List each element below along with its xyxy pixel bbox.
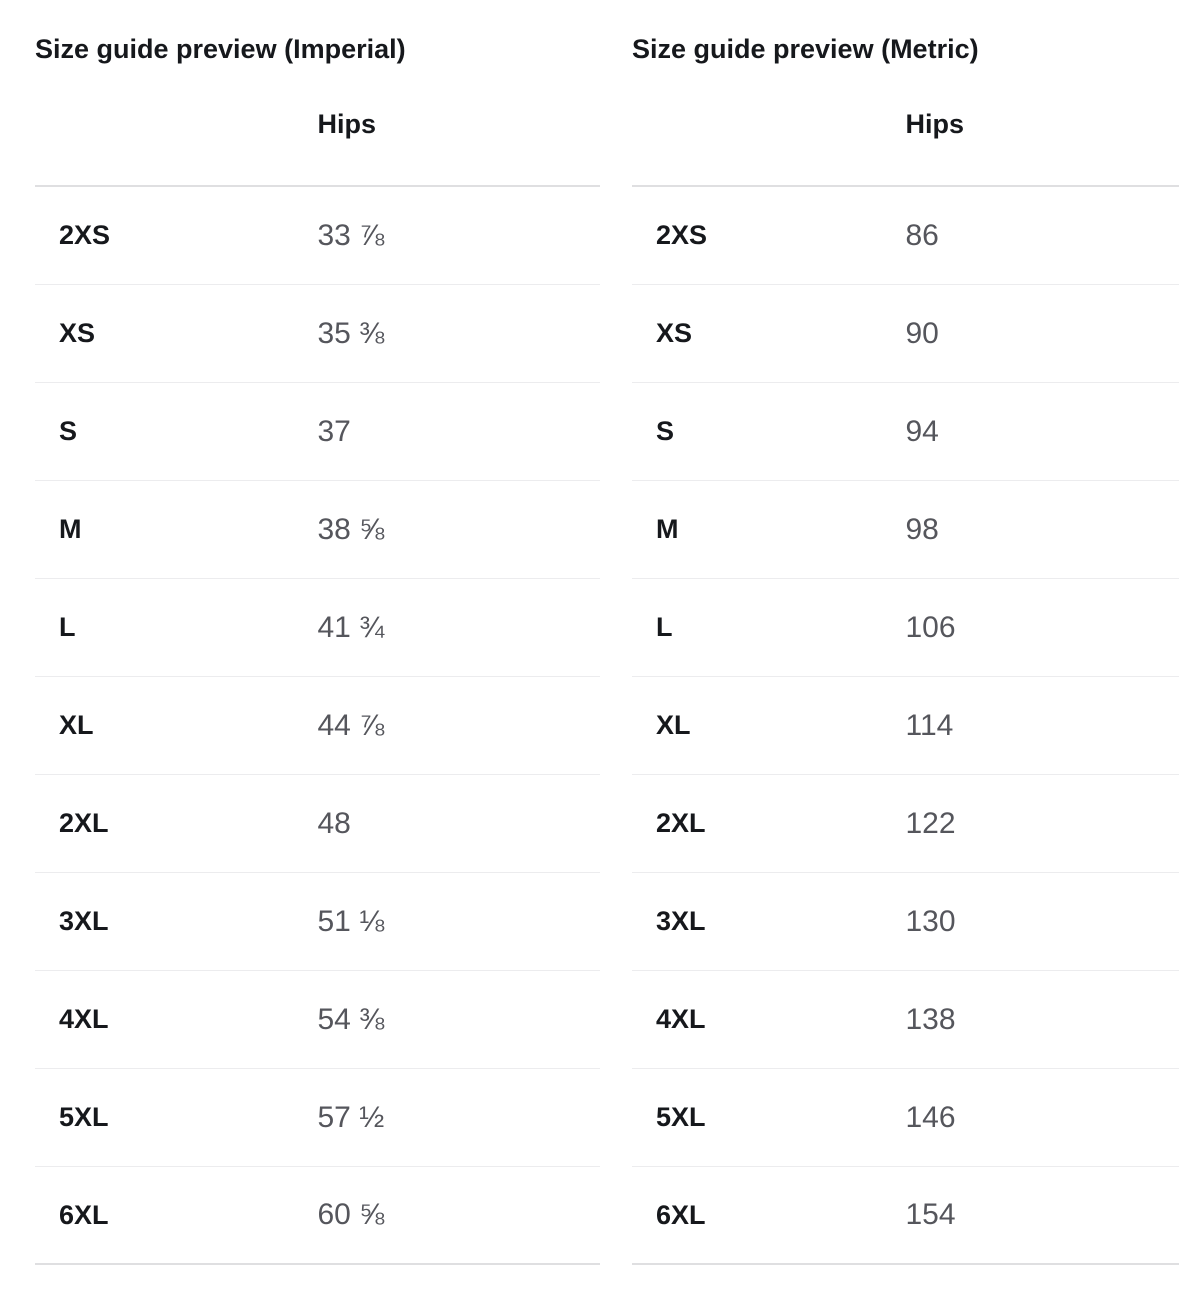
column-header-row: Hips: [632, 108, 1179, 141]
hips-value: 138: [905, 1002, 956, 1036]
hips-value: 54 ⅜: [317, 1002, 385, 1036]
hips-column-header: Hips: [905, 109, 965, 139]
table-row: L 106: [632, 579, 1179, 677]
table-row: L 41 ¾: [35, 579, 600, 677]
size-guide-table-imperial: Size guide preview (Imperial) Hips 2XS 33…: [35, 33, 600, 1265]
size-label: 6XL: [656, 1199, 706, 1230]
size-label: 2XS: [656, 220, 708, 250]
table-row: 3XL 51 ⅛: [35, 873, 600, 971]
size-label: L: [656, 612, 673, 642]
hips-value: 94: [905, 414, 939, 448]
table-row: XS 90: [632, 285, 1179, 383]
hips-value: 57 ½: [317, 1100, 385, 1134]
size-label: 2XL: [59, 808, 109, 838]
hips-value: 146: [905, 1100, 956, 1134]
table-row: 2XS 86: [632, 187, 1179, 285]
size-label: 5XL: [59, 1102, 109, 1132]
hips-value: 90: [905, 316, 939, 350]
table-row: XL 114: [632, 677, 1179, 775]
size-label: XS: [656, 318, 693, 348]
table-row: 2XL 48: [35, 775, 600, 873]
table-row: 3XL 130: [632, 873, 1179, 971]
hips-value: 33 ⅞: [317, 218, 385, 252]
hips-value: 86: [905, 218, 939, 252]
table-row: 5XL 146: [632, 1069, 1179, 1167]
size-label: 4XL: [656, 1004, 706, 1034]
size-label: 3XL: [59, 906, 109, 936]
table-row: S 94: [632, 383, 1179, 481]
table-row: XS 35 ⅜: [35, 285, 600, 383]
hips-value: 60 ⅝: [317, 1198, 385, 1231]
size-guide-previews: Size guide preview (Imperial) Hips 2XS 33…: [35, 33, 1179, 1265]
table-title-imperial: Size guide preview (Imperial): [35, 34, 406, 64]
size-label: M: [59, 514, 82, 544]
table-row: S 37: [35, 383, 600, 481]
hips-value: 130: [905, 904, 956, 938]
hips-value: 48: [317, 806, 351, 840]
size-label: 5XL: [656, 1102, 706, 1132]
table-row: 5XL 57 ½: [35, 1069, 600, 1167]
table-title-metric: Size guide preview (Metric): [632, 34, 979, 64]
size-label: 2XL: [656, 808, 706, 838]
hips-value: 114: [905, 708, 954, 742]
hips-value: 38 ⅝: [317, 512, 385, 546]
table-row: 6XL 154: [632, 1167, 1179, 1265]
size-label: 2XS: [59, 220, 111, 250]
size-label: L: [59, 612, 76, 642]
size-label: M: [656, 514, 679, 544]
table-row: 2XS 33 ⅞: [35, 187, 600, 285]
hips-value: 51 ⅛: [317, 904, 385, 938]
hips-value: 35 ⅜: [317, 316, 385, 350]
table-row: 4XL 54 ⅜: [35, 971, 600, 1069]
hips-value: 154: [905, 1198, 956, 1231]
size-label: XS: [59, 318, 96, 348]
column-header-row: Hips: [35, 108, 600, 141]
hips-value: 98: [905, 512, 939, 546]
size-guide-table-metric: Size guide preview (Metric) Hips 2XS 86 XS…: [632, 33, 1179, 1265]
hips-value: 37: [317, 414, 351, 448]
hips-value: 122: [905, 806, 956, 840]
size-label: 6XL: [59, 1199, 109, 1230]
table-row: XL 44 ⅞: [35, 677, 600, 775]
hips-value: 106: [905, 610, 956, 644]
table-row: 6XL 60 ⅝: [35, 1167, 600, 1265]
size-label: S: [59, 416, 78, 446]
hips-column-header: Hips: [317, 109, 377, 139]
size-label: 3XL: [656, 906, 706, 936]
table-row: 4XL 138: [632, 971, 1179, 1069]
table-row: M 38 ⅝: [35, 481, 600, 579]
size-label: XL: [59, 710, 94, 740]
table-row: M 98: [632, 481, 1179, 579]
table-row: 2XL 122: [632, 775, 1179, 873]
hips-value: 41 ¾: [317, 610, 385, 644]
hips-value: 44 ⅞: [317, 708, 385, 742]
table-rows-imperial: 2XS 33 ⅞ XS 35 ⅜ S 37 M 38 ⅝ L 41 ¾ XL 44 ⅞ 2XL 48 3XL…: [35, 185, 600, 1265]
size-label: 4XL: [59, 1004, 109, 1034]
size-label: XL: [656, 710, 691, 740]
table-rows-metric: 2XS 86 XS 90 S 94 M 98 L 106 XL 114 2XL 122 3XL 130 4XL 1…: [632, 185, 1179, 1265]
size-label: S: [656, 416, 675, 446]
